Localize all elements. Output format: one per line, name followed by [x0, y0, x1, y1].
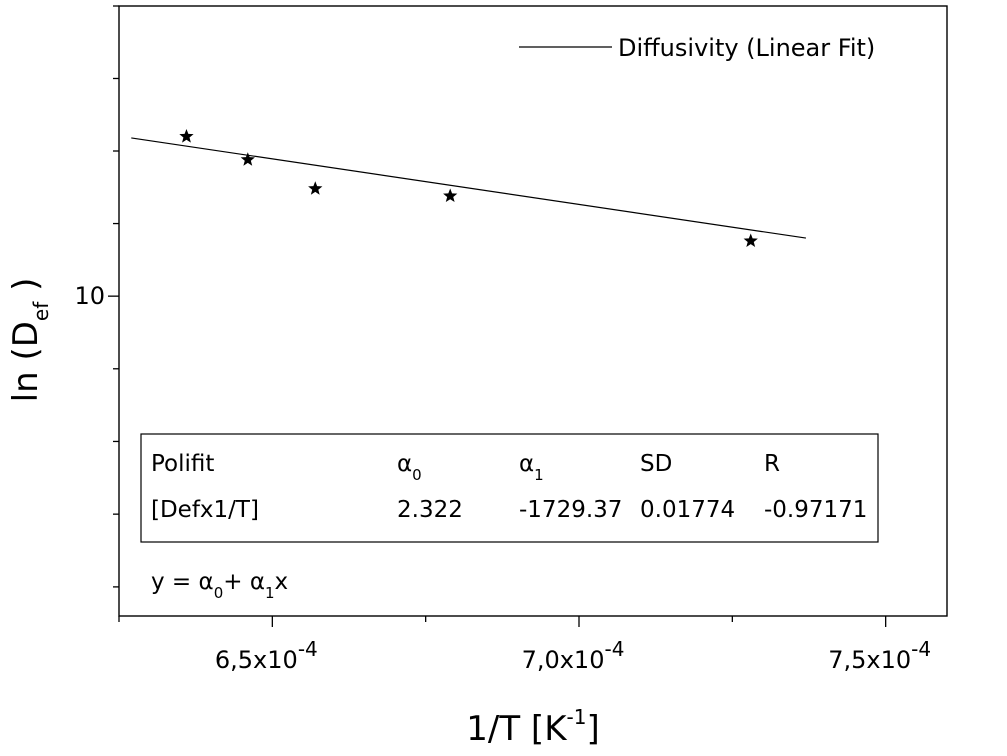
- table-cell-a1: -1729.37: [519, 497, 622, 523]
- fit-line: [131, 137, 807, 239]
- legend: Diffusivity (Linear Fit): [519, 34, 875, 62]
- data-point-star: [443, 188, 458, 203]
- table-header-a1: α1: [519, 451, 544, 484]
- table-cell-r: -0.97171: [764, 497, 867, 523]
- x-axis-title: 1/T [K-1]: [466, 705, 599, 749]
- x-tick-label: 7,0x10-4: [522, 637, 625, 674]
- data-point-star: [743, 233, 758, 248]
- y-axis-title: ln (Def ): [6, 278, 53, 403]
- table-cell-model: [Defx1/T]: [151, 497, 259, 523]
- table-cell-a0: 2.322: [397, 497, 463, 523]
- data-point-star: [308, 181, 323, 195]
- model-equation: y = α0+ α1x: [151, 569, 288, 602]
- y-axis-ticks: 10: [74, 5, 119, 588]
- table-cell-sd: 0.01774: [640, 497, 735, 523]
- fit-table-box: [140, 433, 879, 543]
- x-axis-ticks: 6,5x10-4 7,0x10-4 7,5x10-4: [118, 616, 931, 674]
- data-point-star: [179, 129, 194, 143]
- fit-table: Polifit α0 α1 SD R [Defx1/T] 2.322 -1729…: [140, 433, 879, 543]
- data-point-star: [240, 152, 255, 166]
- table-header-sd: SD: [640, 451, 672, 477]
- plot-frame: [118, 5, 948, 617]
- x-tick-label: 6,5x10-4: [215, 637, 318, 674]
- y-tick-label: 10: [74, 282, 105, 310]
- x-tick-label: 7,5x10-4: [828, 637, 931, 674]
- legend-label: Diffusivity (Linear Fit): [618, 34, 875, 62]
- table-header-a0: α0: [397, 451, 422, 484]
- table-header-r: R: [764, 451, 780, 477]
- table-header-model: Polifit: [151, 451, 214, 477]
- series-layer: [131, 129, 807, 248]
